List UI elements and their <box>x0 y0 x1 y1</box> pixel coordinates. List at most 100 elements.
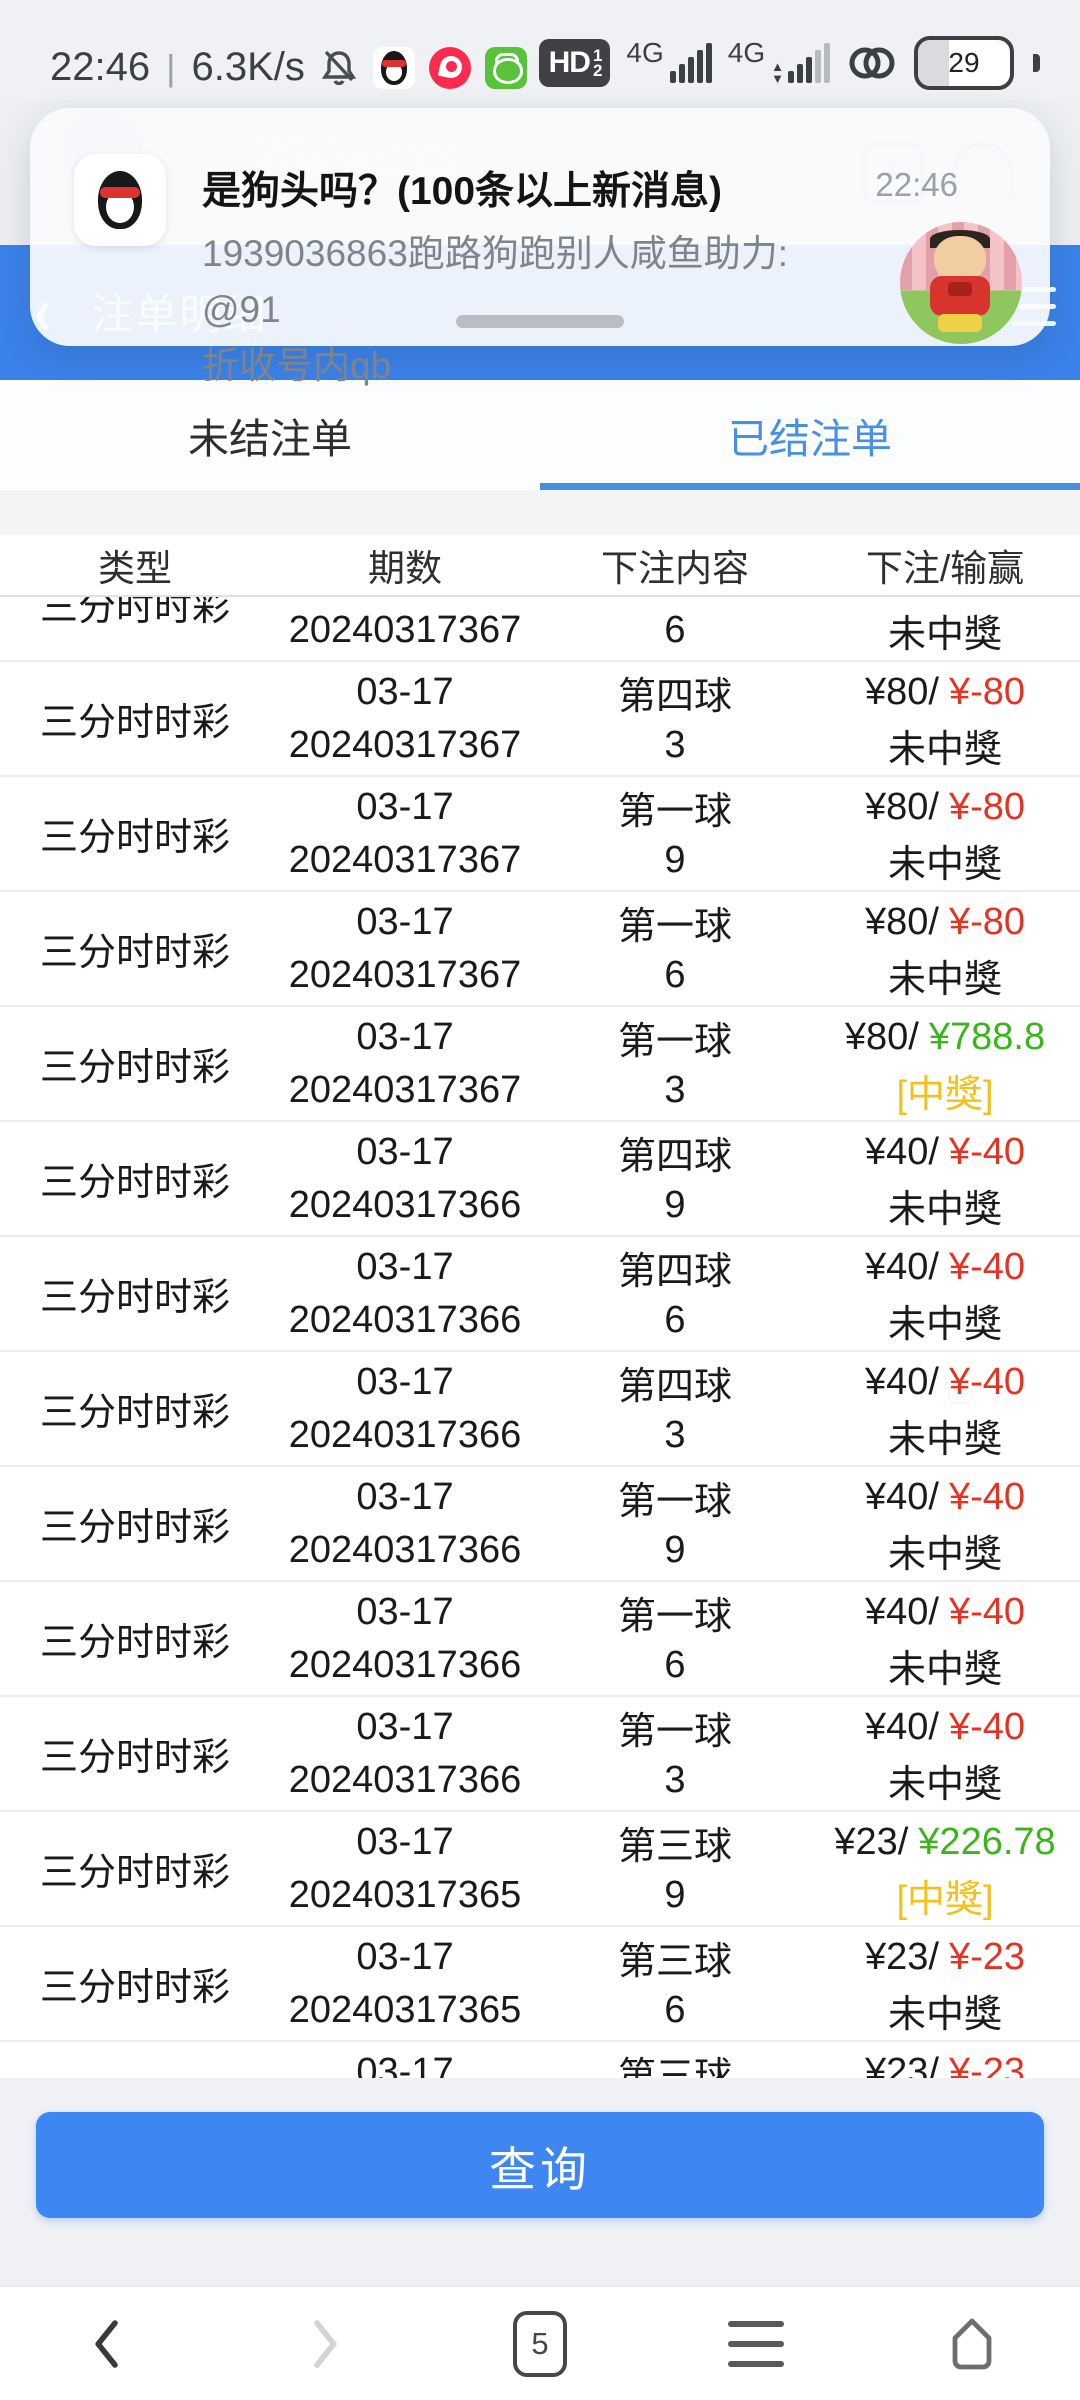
bet-amount: ¥40/ <box>864 1360 939 1403</box>
win-loss-amount: ¥-80 <box>948 670 1026 713</box>
bet-amount: ¥40/ <box>864 1475 939 1518</box>
table-row: 三分时时彩 03-17 20240317366 第四球 9 ¥40/ ¥-40 … <box>0 1122 1080 1237</box>
draw-date: 03-17 <box>356 1360 454 1403</box>
bet-amount: ¥23/ <box>834 1820 909 1863</box>
period-number: 20240317366 <box>288 1298 522 1341</box>
notification-time: 22:46 <box>875 166 958 203</box>
period-number: 20240317367 <box>288 608 522 651</box>
green-robot-app-icon <box>484 46 527 89</box>
win-loss-amount: ¥-40 <box>948 1475 1026 1518</box>
table-row: 三分时时彩 03-17 20240317367 第一球 3 ¥80/ ¥788.… <box>0 1007 1080 1122</box>
query-button[interactable]: 查询 <box>36 2112 1044 2218</box>
win-loss-amount: ¥-23 <box>948 1935 1026 1978</box>
result-label: 未中獎 <box>887 1993 1002 2036</box>
bet-records-list[interactable]: 三分时时彩 20240317367 6 未中獎 三分时时彩 03-17 <box>0 597 1080 2078</box>
ball-position: 第一球 <box>617 1710 732 1753</box>
table-header: 类型 期数 下注内容 下注/输赢 <box>0 535 1080 597</box>
bet-number: 6 <box>664 1643 686 1686</box>
win-loss-amount: ¥-40 <box>948 1245 1026 1288</box>
period-number: 20240317366 <box>288 1758 522 1801</box>
period-number: 20240317367 <box>288 838 522 881</box>
bet-amount: ¥80/ <box>864 670 939 713</box>
bet-amount: ¥40/ <box>864 1130 939 1173</box>
notification-title: 是狗头吗？(100条以上新消息) <box>202 170 723 213</box>
result-label: 未中獎 <box>887 843 1002 886</box>
draw-date: 03-17 <box>356 1590 454 1633</box>
qq-app-icon <box>74 154 166 246</box>
lottery-type: 三分时时彩 <box>39 1277 230 1319</box>
result-label: [中獎] <box>896 1073 994 1116</box>
bet-number: 3 <box>664 1413 686 1456</box>
result-label: 未中獎 <box>887 1533 1002 1576</box>
result-label: 未中獎 <box>887 1188 1002 1231</box>
result-label: 未中獎 <box>887 1648 1002 1691</box>
lottery-type: 三分时时彩 <box>39 932 230 974</box>
win-loss-amount: ¥-40 <box>948 1130 1026 1173</box>
ball-position: 第三球 <box>617 1825 732 1868</box>
table-row: 三分时时彩 03-17 20240317365 第三球 6 ¥23/ ¥-23 … <box>0 1927 1080 2042</box>
table-row: 三分时时彩 20240317367 6 未中獎 <box>0 597 1080 662</box>
ball-position: 第四球 <box>617 1250 732 1293</box>
bet-number: 3 <box>664 1758 686 1801</box>
period-number: 20240317366 <box>288 1413 522 1456</box>
lottery-type: 三分时时彩 <box>39 1507 230 1549</box>
table-row: 三分时时彩 03-17 20240317366 第一球 6 ¥40/ ¥-40 … <box>0 1582 1080 1697</box>
ball-position: 第一球 <box>617 790 732 833</box>
order-tabs: 未结注单 已结注单 <box>0 380 1080 491</box>
period-number: 20240317365 <box>288 1873 522 1916</box>
lottery-type: 三分时时彩 <box>39 1047 230 1089</box>
clock: 22:46 <box>50 45 151 89</box>
lottery-type: 三分时时彩 <box>39 1392 230 1434</box>
sim2-signal-icon: 4G ▲ ▼ <box>728 37 830 85</box>
bet-amount: ¥80/ <box>864 900 939 943</box>
period-number: 20240317365 <box>288 1988 522 2031</box>
nav-forward-button[interactable] <box>216 2316 432 2372</box>
win-loss-amount: ¥-80 <box>948 900 1026 943</box>
nav-home-button[interactable] <box>864 2316 1080 2372</box>
period-number: 20240317367 <box>288 1068 522 1111</box>
period-number: 20240317366 <box>288 1643 522 1686</box>
ball-position: 第三球 <box>617 2055 732 2079</box>
divider-band <box>0 490 1080 535</box>
draw-date: 03-17 <box>356 1820 454 1863</box>
win-loss-amount: ¥-80 <box>948 785 1026 828</box>
result-label: 未中獎 <box>887 728 1002 771</box>
result-label: 未中獎 <box>887 1303 1002 1346</box>
period-number: 20240317366 <box>288 1183 522 1226</box>
table-row: 三分时时彩 03-17 20240317366 第四球 6 ¥40/ ¥-40 … <box>0 1237 1080 1352</box>
lottery-type: 三分时时彩 <box>39 1622 230 1664</box>
lottery-type: 三分时时彩 <box>39 1162 230 1204</box>
bet-amount: ¥80/ <box>844 1015 919 1058</box>
sim1-signal-icon: 4G <box>626 37 712 83</box>
period-number: 20240317367 <box>288 953 522 996</box>
notification-drag-handle[interactable] <box>456 315 624 328</box>
win-loss-amount: ¥-23 <box>948 2050 1026 2079</box>
separator: | <box>166 46 176 88</box>
bet-amount: ¥40/ <box>864 1590 939 1633</box>
tab-unsettled-orders[interactable]: 未结注单 <box>188 416 352 462</box>
bet-number: 6 <box>664 1988 686 2031</box>
bet-amount: ¥23/ <box>864 1935 939 1978</box>
win-loss-amount: ¥788.8 <box>928 1015 1046 1058</box>
notification-card[interactable]: 是狗头吗？(100条以上新消息) 22:46 1939036863跑路狗跑别人咸… <box>30 108 1050 386</box>
sender-avatar <box>900 222 1022 344</box>
nav-tabs-button[interactable]: 5 <box>432 2310 648 2377</box>
bet-amount: ¥80/ <box>864 785 939 828</box>
win-loss-amount: ¥-40 <box>948 1360 1026 1403</box>
ball-position: 第一球 <box>617 1595 732 1638</box>
table-row: 三分时时彩 03-17 20240317367 第一球 6 ¥80/ ¥-80 … <box>0 892 1080 1007</box>
table-row: 03-17 第三球 ¥23/ ¥-23 <box>0 2042 1080 2079</box>
tab-settled-orders[interactable]: 已结注单 <box>540 380 1080 490</box>
win-loss-amount: ¥-40 <box>948 1705 1026 1748</box>
lottery-type: 三分时时彩 <box>39 1967 230 2009</box>
bet-number: 3 <box>664 723 686 766</box>
col-period: 期数 <box>368 548 442 589</box>
win-loss-amount: ¥-40 <box>948 1590 1026 1633</box>
bet-amount: ¥40/ <box>864 1245 939 1288</box>
draw-date: 03-17 <box>356 1705 454 1748</box>
lottery-type: 三分时时彩 <box>39 817 230 859</box>
nav-menu-button[interactable] <box>648 2320 864 2367</box>
nav-back-button[interactable] <box>0 2316 216 2372</box>
draw-date: 03-17 <box>356 1935 454 1978</box>
